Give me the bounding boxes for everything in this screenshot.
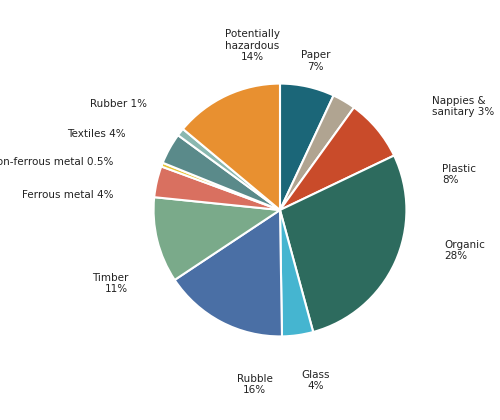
Wedge shape bbox=[154, 197, 280, 280]
Wedge shape bbox=[178, 129, 280, 210]
Text: Paper
7%: Paper 7% bbox=[300, 50, 330, 72]
Wedge shape bbox=[162, 135, 280, 210]
Wedge shape bbox=[162, 163, 280, 210]
Text: Nappies &
sanitary 3%: Nappies & sanitary 3% bbox=[432, 95, 494, 117]
Wedge shape bbox=[280, 95, 354, 210]
Wedge shape bbox=[280, 84, 334, 210]
Text: Potentially
hazardous
14%: Potentially hazardous 14% bbox=[224, 29, 280, 62]
Text: Timber
11%: Timber 11% bbox=[92, 273, 128, 294]
Text: Non-ferrous metal 0.5%: Non-ferrous metal 0.5% bbox=[0, 157, 113, 167]
Text: Organic
28%: Organic 28% bbox=[444, 240, 485, 261]
Text: Rubber 1%: Rubber 1% bbox=[90, 99, 147, 109]
Text: Textiles 4%: Textiles 4% bbox=[67, 129, 126, 139]
Text: Rubble
16%: Rubble 16% bbox=[237, 374, 272, 395]
Wedge shape bbox=[183, 84, 280, 210]
Wedge shape bbox=[174, 210, 282, 336]
Text: Glass
4%: Glass 4% bbox=[301, 370, 330, 391]
Text: Ferrous metal 4%: Ferrous metal 4% bbox=[22, 190, 113, 200]
Text: Plastic
8%: Plastic 8% bbox=[442, 164, 476, 185]
Wedge shape bbox=[154, 166, 280, 210]
Wedge shape bbox=[280, 108, 394, 210]
Wedge shape bbox=[280, 155, 406, 332]
Wedge shape bbox=[280, 210, 313, 336]
